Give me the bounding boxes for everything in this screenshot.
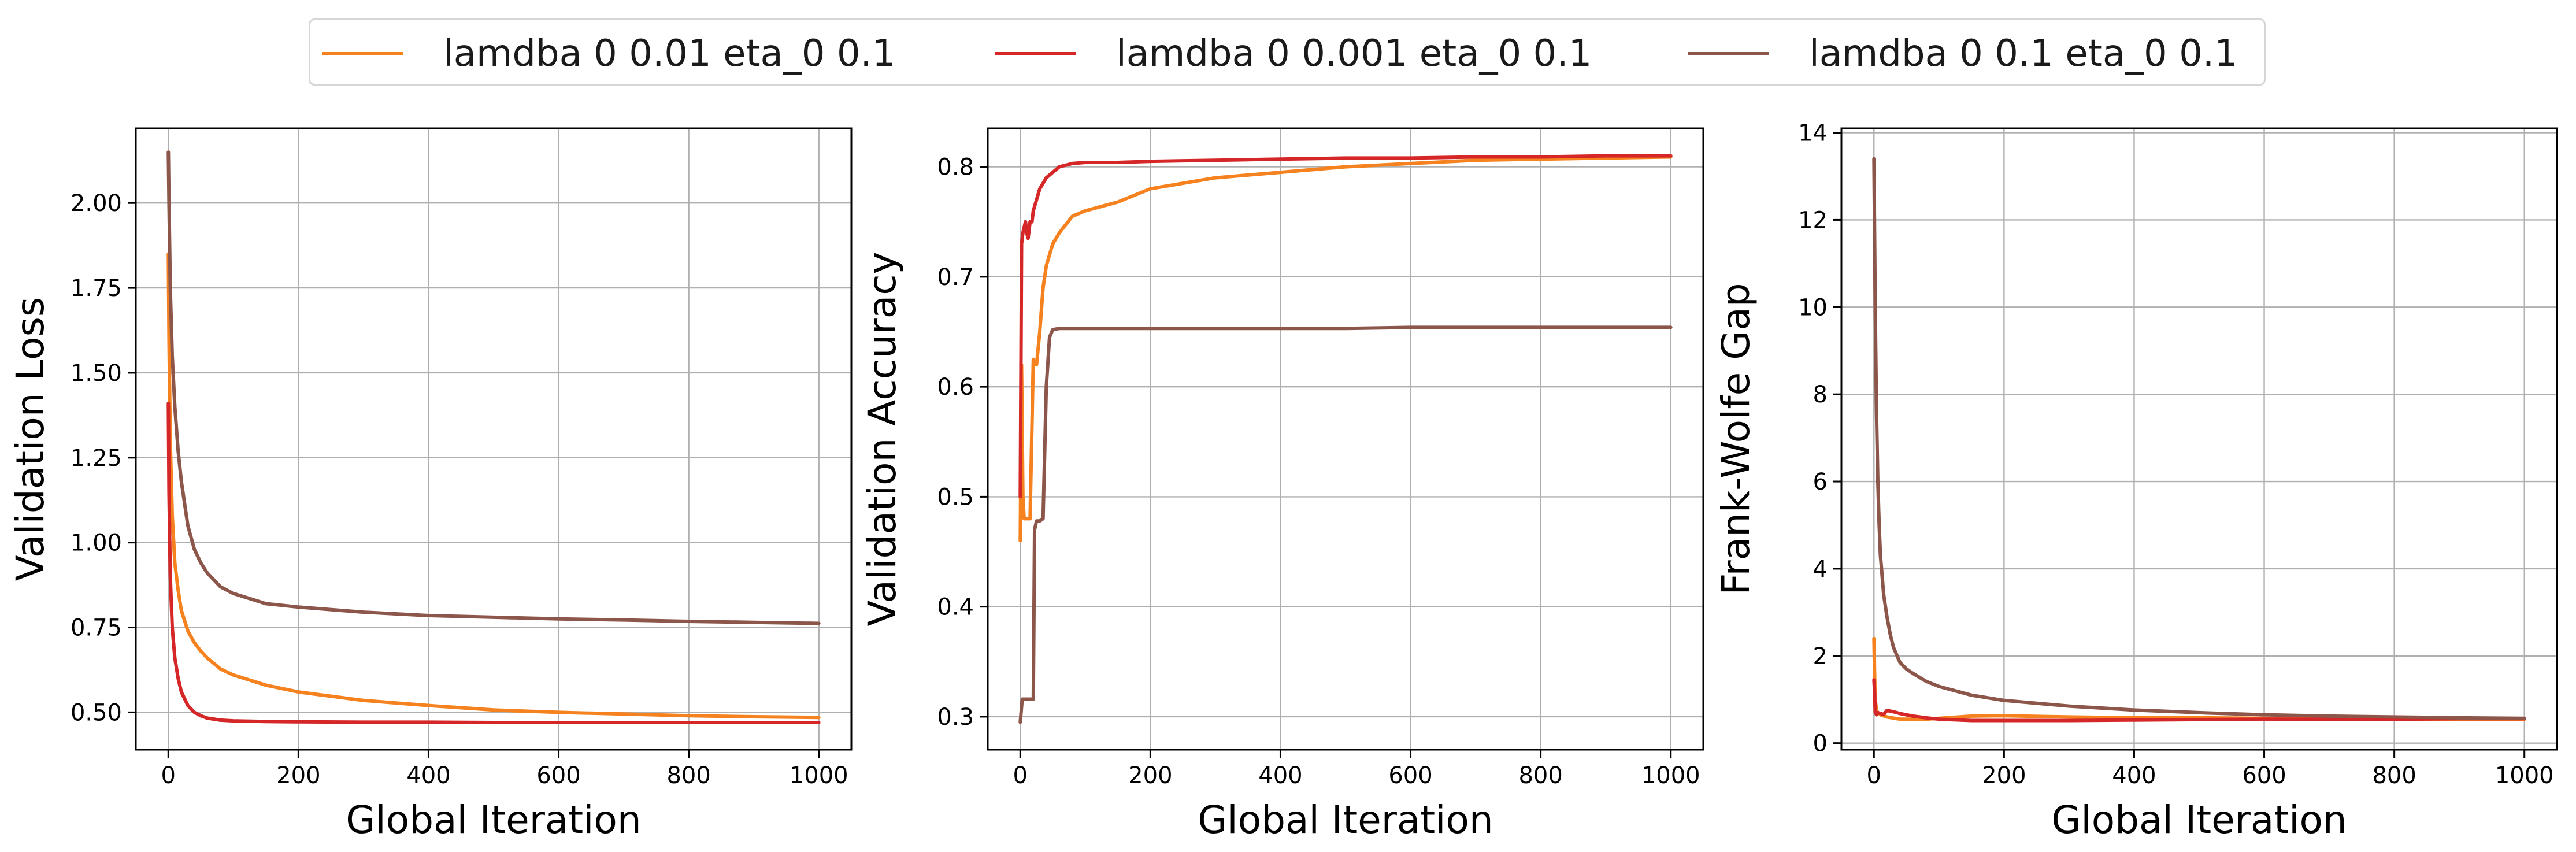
x-axis-label: Global Iteration — [2051, 798, 2347, 842]
legend-entry: lamdba 0 0.01 eta_0 0.1 — [322, 20, 896, 87]
plot-frame — [1840, 127, 2558, 751]
x-tick-label: 400 — [2112, 762, 2156, 789]
series-line — [1872, 157, 2526, 720]
y-tick-label: 0 — [1813, 731, 1828, 757]
series-line — [1018, 154, 1673, 499]
x-tick-label: 400 — [1258, 762, 1302, 789]
x-tick-label: 800 — [2372, 762, 2416, 789]
x-tick-label: 1000 — [790, 762, 848, 789]
x-tick-label: 0 — [1013, 762, 1028, 789]
y-tick-label: 0.7 — [937, 264, 974, 291]
y-tick-label: 4 — [1813, 556, 1828, 583]
y-tick-label: 14 — [1798, 120, 1828, 147]
x-axis-label: Global Iteration — [346, 798, 641, 842]
x-tick-label: 600 — [1388, 762, 1432, 789]
y-tick-label: 1.25 — [71, 445, 122, 472]
series-line — [166, 150, 821, 625]
x-tick-label: 1000 — [2495, 762, 2554, 789]
series-line — [1018, 155, 1673, 543]
legend: lamdba 0 0.01 eta_0 0.1 lamdba 0 0.001 e… — [309, 18, 2266, 86]
chart-panel-3: 0 200 400 600 800 1000 0 2 4 6 8 10 12 14 Global Itera… — [1714, 120, 2558, 842]
x-tick-label: 600 — [536, 762, 580, 789]
series-line — [166, 252, 821, 720]
y-tick-label: 10 — [1798, 294, 1828, 321]
x-tick-label: 0 — [161, 762, 176, 789]
y-tick-label: 0.3 — [937, 704, 974, 731]
y-tick-label: 0.4 — [937, 594, 974, 621]
legend-label: lamdba 0 0.01 eta_0 0.1 — [443, 32, 896, 75]
y-tick-label: 0.75 — [71, 615, 122, 642]
x-tick-label: 1000 — [1641, 762, 1700, 789]
x-tick-label: 200 — [276, 762, 320, 789]
y-tick-label: 1.50 — [71, 360, 122, 387]
y-tick-label: 8 — [1813, 381, 1828, 408]
plot-frame — [135, 127, 853, 751]
x-tick-label: 200 — [1128, 762, 1172, 789]
y-tick-label: 0.5 — [937, 484, 974, 510]
legend-label: lamdba 0 0.001 eta_0 0.1 — [1116, 32, 1592, 75]
y-tick-label: 6 — [1813, 469, 1828, 495]
y-axis-label: Frank-Wolfe Gap — [1714, 283, 1758, 595]
x-tick-label: 600 — [2242, 762, 2286, 789]
plot-frame — [987, 127, 1704, 751]
legend-swatch — [995, 52, 1076, 55]
legend-swatch — [322, 52, 403, 55]
series-line — [166, 401, 821, 724]
series-line — [1872, 636, 2526, 721]
x-tick-label: 400 — [406, 762, 450, 789]
legend-swatch — [1688, 52, 1769, 55]
legend-entry: lamdba 0 0.1 eta_0 0.1 — [1688, 20, 2238, 87]
x-tick-label: 200 — [1982, 762, 2026, 789]
x-tick-label: 800 — [666, 762, 710, 789]
y-tick-label: 1.00 — [71, 530, 122, 557]
y-tick-label: 0.6 — [937, 374, 974, 401]
y-axis-label: Validation Accuracy — [860, 251, 905, 626]
series-line — [1872, 678, 2526, 723]
chart-panel-1: 0 200 400 600 800 1000 0.50 0.75 1.00 1.25 1.50 1.7… — [8, 127, 853, 842]
y-tick-label: 0.8 — [937, 154, 974, 181]
chart-panel-2: 0 200 400 600 800 1000 0.3 0.4 0.5 0.6 0.7 0.8 Globa… — [860, 127, 1704, 842]
legend-entry: lamdba 0 0.001 eta_0 0.1 — [995, 20, 1592, 87]
legend-label: lamdba 0 0.1 eta_0 0.1 — [1809, 32, 2238, 75]
y-tick-label: 1.75 — [71, 275, 122, 302]
series-line — [1018, 325, 1673, 724]
x-axis-label: Global Iteration — [1198, 798, 1493, 842]
y-tick-label: 0.50 — [71, 699, 122, 726]
x-tick-label: 0 — [1867, 762, 1881, 789]
y-tick-label: 2 — [1813, 643, 1828, 670]
y-tick-label: 12 — [1798, 207, 1828, 234]
y-axis-label: Validation Loss — [8, 297, 53, 581]
y-tick-label: 2.00 — [71, 190, 122, 217]
x-tick-label: 800 — [1518, 762, 1562, 789]
